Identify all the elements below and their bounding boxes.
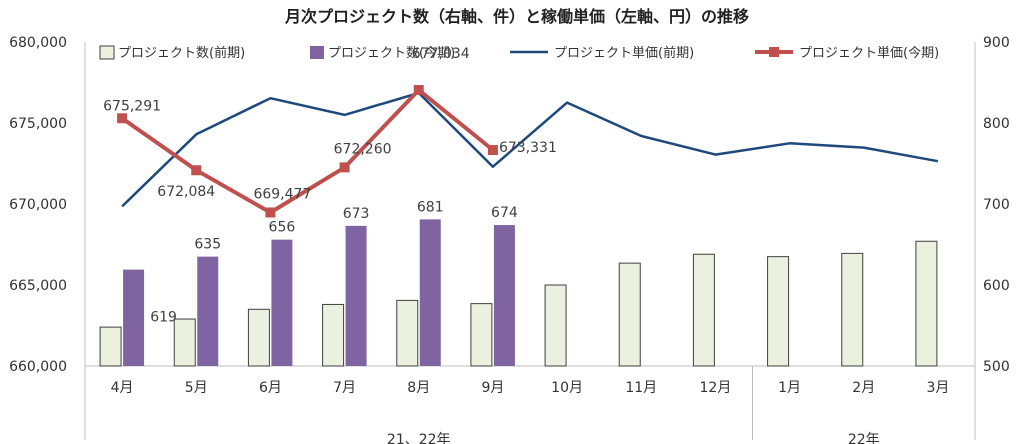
chart-title: 月次プロジェクト数（右軸、件）と稼働単価（左軸、円）の推移 xyxy=(284,7,749,26)
bar xyxy=(493,225,515,366)
line-marker xyxy=(117,113,128,124)
x-tick-label: 6月 xyxy=(259,380,282,396)
bar-data-label: 619 xyxy=(150,310,177,326)
bar xyxy=(915,240,938,367)
right-axis-tick-label: 500 xyxy=(983,359,1010,375)
right-axis-tick-label: 800 xyxy=(983,116,1010,132)
left-axis-tick-label: 675,000 xyxy=(9,116,67,132)
x-tick-label: 3月 xyxy=(926,380,949,396)
right-axis-tick-label: 600 xyxy=(983,278,1010,294)
bar xyxy=(692,253,715,367)
left-axis-tick-label: 680,000 xyxy=(9,35,67,51)
legend-label: プロジェクト数(前期) xyxy=(118,45,245,61)
data-labels: 619 635 656 673 681 674 675,291 672,084 669,477 6… xyxy=(103,46,557,326)
bar xyxy=(173,318,196,367)
x-tick-label: 11月 xyxy=(625,380,657,396)
line-data-label: 675,291 xyxy=(103,98,161,114)
line-data-label: 677,034 xyxy=(412,46,470,62)
bars xyxy=(99,219,938,367)
line-marker xyxy=(191,165,202,176)
x-tick-label: 9月 xyxy=(481,380,504,396)
line-marker xyxy=(487,145,498,156)
line-data-label: 672,260 xyxy=(334,141,392,157)
left-axis-tick-label: 665,000 xyxy=(9,278,67,294)
bar xyxy=(841,252,864,367)
series-line xyxy=(120,88,495,215)
right-axis: 500 600 700 800 900 xyxy=(983,35,1010,375)
line-data-label: 673,331 xyxy=(499,140,557,156)
x-tick-label: 12月 xyxy=(700,380,732,396)
bar-data-label: 635 xyxy=(194,237,221,253)
legend-label: プロジェクト数(今期) xyxy=(328,45,455,61)
bar xyxy=(247,308,270,367)
bar-data-label: 681 xyxy=(417,199,444,215)
line-marker xyxy=(265,207,276,218)
series-line xyxy=(121,91,939,208)
line-marker xyxy=(339,162,350,173)
bar xyxy=(197,256,219,366)
right-axis-tick-label: 700 xyxy=(983,197,1010,213)
bar xyxy=(618,262,641,367)
legend-marker xyxy=(769,47,779,57)
bar xyxy=(396,299,419,367)
x-tick-label: 7月 xyxy=(333,380,356,396)
x-tick-label: 4月 xyxy=(111,380,134,396)
legend-swatch xyxy=(99,45,115,60)
line-marker xyxy=(413,85,424,96)
left-axis-tick-label: 660,000 xyxy=(9,359,67,375)
legend-label: プロジェクト単価(今期) xyxy=(799,45,939,61)
left-axis-tick-label: 670,000 xyxy=(9,197,67,213)
bar xyxy=(345,225,367,366)
left-axis: 660,000 665,000 670,000 675,000 680,000 xyxy=(9,35,67,375)
legend-label: プロジェクト単価(前期) xyxy=(554,45,694,61)
year-group-label: 22年 xyxy=(848,432,880,444)
lines xyxy=(117,85,939,218)
right-axis-tick-label: 900 xyxy=(983,35,1010,51)
legend: プロジェクト数(前期) プロジェクト数(今期) プロジェクト単価(前期) プロジェクト… xyxy=(99,45,939,61)
bar xyxy=(123,269,145,366)
x-tick-label: 2月 xyxy=(852,380,875,396)
x-tick-label: 10月 xyxy=(551,380,583,396)
line-data-label: 669,477 xyxy=(253,186,311,202)
bar xyxy=(99,326,122,367)
bar-data-label: 673 xyxy=(343,206,370,222)
bar xyxy=(419,219,441,366)
bar xyxy=(767,256,790,367)
bar xyxy=(271,239,293,366)
axis-lines xyxy=(84,42,976,367)
x-tick-label: 5月 xyxy=(185,380,208,396)
bar xyxy=(544,284,567,367)
x-tick-label: 1月 xyxy=(778,380,801,396)
bar-data-label: 674 xyxy=(491,205,518,221)
x-axis: 4月 5月 6月 7月 8月 9月 10月 11月 12月 1月 2月 3月 21、22年 22年 xyxy=(84,366,976,444)
year-group-label: 21、22年 xyxy=(387,432,451,444)
legend-swatch xyxy=(310,46,324,59)
bar xyxy=(470,303,493,367)
line-data-label: 672,084 xyxy=(157,184,215,200)
bar xyxy=(322,303,345,367)
x-tick-label: 8月 xyxy=(407,380,430,396)
bar-data-label: 656 xyxy=(269,220,296,236)
